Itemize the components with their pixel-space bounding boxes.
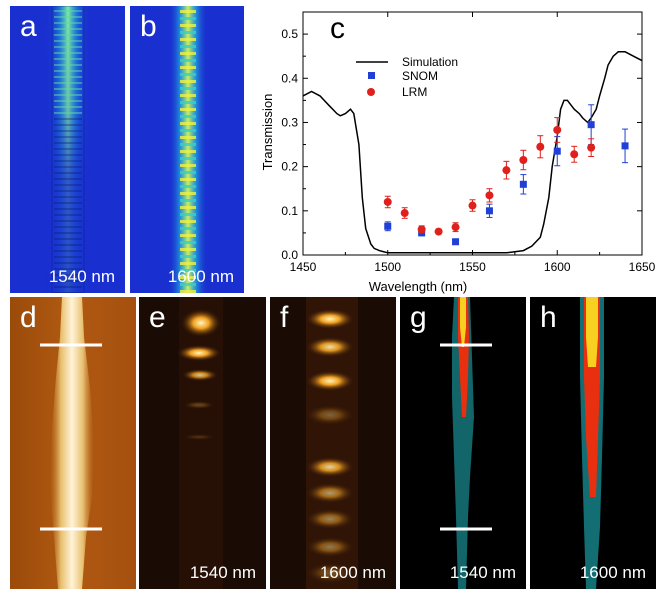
y-tick-label: 0.3 bbox=[281, 115, 298, 129]
panel-h: h 1600 nm bbox=[530, 297, 656, 589]
x-tick-label: 1650 bbox=[629, 260, 656, 274]
snom-point bbox=[587, 121, 595, 129]
panel-label-a: a bbox=[20, 10, 37, 43]
lrm-image-1540 bbox=[177, 297, 223, 589]
y-tick-label: 0.2 bbox=[281, 160, 298, 174]
legend-marker-lrm bbox=[367, 88, 375, 96]
lrm-point bbox=[570, 150, 579, 159]
x-tick-label: 1500 bbox=[374, 260, 401, 274]
y-tick-label: 0.1 bbox=[281, 204, 298, 218]
y-tick-label: 0.4 bbox=[281, 71, 298, 85]
panel-b: b 1600 nm bbox=[130, 6, 244, 293]
lrm-point bbox=[417, 225, 426, 234]
legend-label-snom: SNOM bbox=[402, 69, 438, 83]
wavelength-label-f: 1600 nm bbox=[319, 563, 386, 582]
lrm-point bbox=[485, 191, 494, 200]
simulation-map-1540 bbox=[46, 6, 90, 293]
legend-label-lrm: LRM bbox=[402, 85, 427, 99]
legend-marker-snom bbox=[368, 72, 375, 79]
lrm-point bbox=[468, 201, 477, 210]
panel-label-c: c bbox=[330, 12, 345, 45]
x-tick-label: 1450 bbox=[290, 260, 317, 274]
wavelength-label-a: 1540 nm bbox=[48, 267, 115, 286]
panel-label-g: g bbox=[410, 301, 427, 334]
snom-image-1600 bbox=[580, 297, 604, 589]
panel-f: f 1600 nm bbox=[270, 297, 396, 589]
wavelength-label-b: 1600 nm bbox=[167, 267, 234, 286]
legend-label-simulation: Simulation bbox=[402, 55, 458, 69]
snom-point bbox=[553, 147, 561, 155]
snom-point bbox=[621, 142, 629, 150]
y-tick-label: 0.0 bbox=[281, 248, 298, 262]
lrm-image-1600 bbox=[306, 297, 358, 589]
transmission-chart: c 1450 1500 1550 1600 1650 0.0 0.1 0.2 0.3 0.4 0.5… bbox=[260, 11, 656, 294]
snom-image-1540 bbox=[440, 297, 492, 589]
snom-point bbox=[485, 207, 493, 215]
snom-point bbox=[519, 180, 527, 188]
x-tick-label: 1550 bbox=[459, 260, 486, 274]
lrm-point bbox=[587, 143, 596, 152]
panel-label-d: d bbox=[20, 301, 37, 334]
snom-point bbox=[452, 238, 460, 246]
lrm-point bbox=[502, 166, 511, 175]
x-tick-label: 1600 bbox=[544, 260, 571, 274]
panel-a: a 1540 nm bbox=[10, 6, 125, 293]
x-axis-label: Wavelength (nm) bbox=[369, 279, 468, 294]
wavelength-label-e: 1540 nm bbox=[189, 563, 256, 582]
lrm-point bbox=[519, 156, 528, 165]
y-axis-label: Transmission bbox=[260, 94, 275, 171]
panel-c: c 1450 1500 1550 1600 1650 0.0 0.1 0.2 0.3 0.4 0.5… bbox=[246, 0, 662, 296]
simulation-map-1600 bbox=[168, 6, 208, 293]
panel-label-h: h bbox=[540, 301, 557, 334]
panel-label-f: f bbox=[280, 301, 289, 334]
panel-g: g 1540 nm bbox=[400, 297, 526, 589]
panel-label-b: b bbox=[140, 10, 157, 43]
wavelength-label-g: 1540 nm bbox=[449, 563, 516, 582]
lrm-point bbox=[434, 227, 443, 236]
lrm-point bbox=[383, 197, 392, 206]
lrm-point bbox=[400, 209, 409, 218]
panel-e: e 1540 nm bbox=[139, 297, 266, 589]
snom-point bbox=[384, 222, 392, 230]
panel-d: d bbox=[10, 297, 136, 589]
simulation-line bbox=[302, 51, 643, 254]
y-tick-label: 0.5 bbox=[281, 27, 298, 41]
panel-label-e: e bbox=[149, 301, 166, 334]
lrm-point bbox=[553, 125, 562, 134]
wavelength-label-h: 1600 nm bbox=[579, 563, 646, 582]
afm-image bbox=[40, 297, 102, 589]
lrm-point bbox=[536, 142, 545, 151]
lrm-point bbox=[451, 223, 460, 232]
